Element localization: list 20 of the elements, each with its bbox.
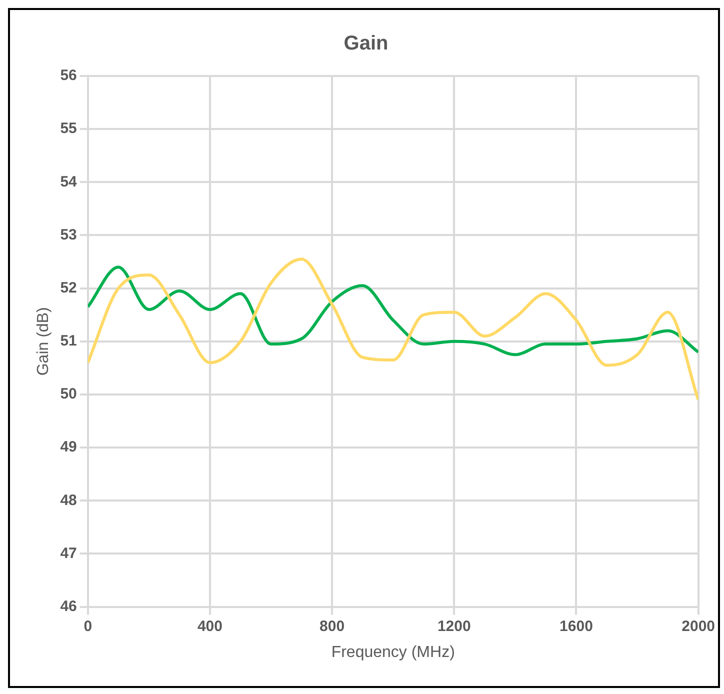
x-tick-label: 2000 [682,618,716,635]
y-axis-title: Gain (dB) [35,307,52,376]
x-tick-label: 1600 [560,618,593,635]
y-tick-label: 53 [60,226,77,244]
y-tick-label: 46 [60,598,77,615]
y-tick-label: 50 [60,386,77,403]
y-tick-label: 51 [60,332,77,350]
y-tick-label: 54 [60,173,78,190]
x-tick-label: 1200 [437,618,471,635]
y-tick-label: 49 [60,438,77,456]
y-tick-label: 48 [60,492,77,509]
y-tick-label: 56 [60,67,77,84]
y-tick-label: 52 [60,279,77,296]
y-tick-label: 55 [60,120,77,138]
x-tick-label: 800 [320,618,345,635]
y-tick-label: 47 [60,544,77,562]
x-tick-label: 400 [197,618,222,635]
chart-title: Gain [344,32,388,55]
x-axis-title: Frequency (MHz) [331,644,455,661]
x-tick-label: 0 [84,618,92,635]
